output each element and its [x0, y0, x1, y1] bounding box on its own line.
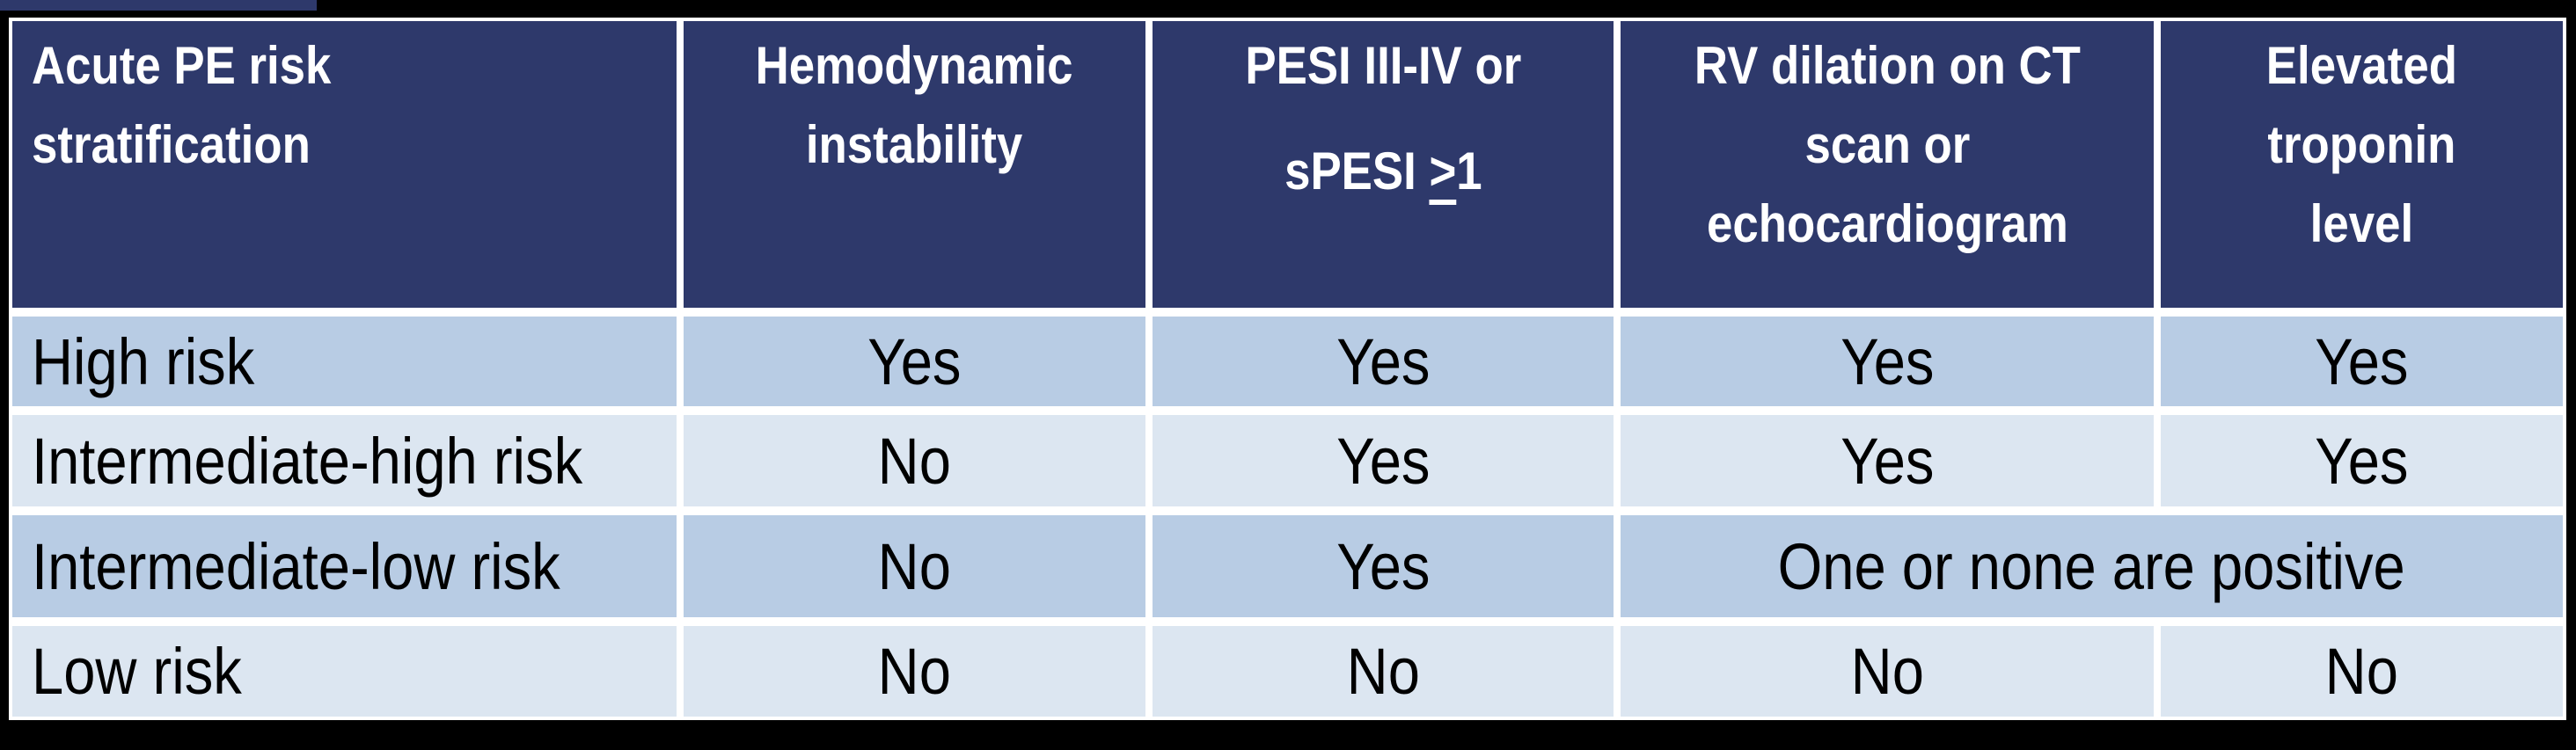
header-line: instability: [806, 115, 1023, 174]
header-line: RV dilation on CT: [1694, 36, 2081, 95]
header-line: sPESI >1: [1245, 132, 1521, 211]
header-text: PESI III-IV or sPESI >1: [1245, 26, 1521, 211]
cell-value: Yes: [2315, 424, 2409, 498]
cell-value: No: [1850, 635, 1924, 708]
cell-high-risk-troponin: Yes: [2161, 317, 2563, 406]
spesi-label: sPESI: [1284, 142, 1430, 200]
cell-value: No: [877, 424, 952, 498]
header-line: Acute PE risk: [32, 36, 332, 95]
header-line: echocardiogram: [1706, 194, 2068, 253]
header-line: troponin: [2267, 115, 2456, 174]
top-accent-strip: [0, 0, 317, 11]
header-line: Elevated: [2265, 36, 2458, 95]
cell-low-risk-hemodynamic: No: [684, 626, 1145, 717]
cell-value: No: [877, 529, 952, 603]
header-line: Hemodynamic: [756, 36, 1073, 95]
header-text: Acute PE risk stratification: [32, 26, 331, 185]
cell-value: No: [1346, 635, 1420, 708]
cell-value: No: [877, 635, 952, 708]
cell-value: Yes: [1336, 529, 1431, 603]
cell-int-low-hemodynamic: No: [684, 515, 1145, 617]
header-text: Elevated troponin level: [2266, 26, 2457, 264]
header-line: level: [2309, 194, 2414, 253]
cell-value: No: [2324, 635, 2399, 708]
cell-int-low-pesi: Yes: [1153, 515, 1614, 617]
header-cell-hemodynamic-instability: Hemodynamic instability: [684, 21, 1145, 308]
cell-value: Yes: [1336, 324, 1431, 398]
header-cell-elevated-troponin: Elevated troponin level: [2161, 21, 2563, 308]
header-cell-rv-dilation: RV dilation on CT scan or echocardiogram: [1621, 21, 2154, 308]
cell-low-risk-troponin: No: [2161, 626, 2563, 717]
cell-low-risk-rv-dilation: No: [1621, 626, 2154, 717]
cell-low-risk-pesi: No: [1153, 626, 1614, 717]
cell-value: Yes: [1840, 424, 1935, 498]
cell-int-high-rv-dilation: Yes: [1621, 415, 2154, 506]
spesi-threshold: 1: [1455, 142, 1482, 200]
cell-int-low-label: Intermediate-low risk: [12, 515, 677, 617]
row-label: High risk: [32, 324, 255, 398]
pe-risk-stratification-table: Acute PE risk stratification Hemodynamic…: [12, 21, 2563, 717]
cell-high-risk-pesi: Yes: [1153, 317, 1614, 406]
cell-low-risk-label: Low risk: [12, 626, 677, 717]
cell-value: Yes: [2315, 324, 2409, 398]
cell-int-high-pesi: Yes: [1153, 415, 1614, 506]
header-text: RV dilation on CT scan or echocardiogram: [1694, 26, 2080, 264]
cell-high-risk-label: High risk: [12, 317, 677, 406]
header-cell-risk-stratification: Acute PE risk stratification: [12, 21, 677, 308]
greater-equal-symbol: >: [1429, 142, 1456, 200]
cell-value: Yes: [1840, 324, 1935, 398]
cell-int-high-hemodynamic: No: [684, 415, 1145, 506]
cell-value: Yes: [1336, 424, 1431, 498]
header-line: PESI III-IV or: [1245, 36, 1521, 95]
header-line: scan or: [1804, 115, 1970, 174]
cell-high-risk-hemodynamic: Yes: [684, 317, 1145, 406]
header-cell-pesi: PESI III-IV or sPESI >1: [1153, 21, 1614, 308]
row-label: Intermediate-high risk: [32, 424, 583, 498]
cell-high-risk-rv-dilation: Yes: [1621, 317, 2154, 406]
row-label: Intermediate-low risk: [32, 529, 560, 603]
cell-int-high-troponin: Yes: [2161, 415, 2563, 506]
header-text: Hemodynamic instability: [756, 26, 1073, 185]
header-line: stratification: [32, 115, 311, 174]
cell-int-high-label: Intermediate-high risk: [12, 415, 677, 506]
row-label: Low risk: [32, 635, 242, 708]
cell-value: Yes: [867, 324, 962, 398]
cell-int-low-merged-one-or-none: One or none are positive: [1621, 515, 2563, 617]
cell-value: One or none are positive: [1777, 529, 2406, 603]
